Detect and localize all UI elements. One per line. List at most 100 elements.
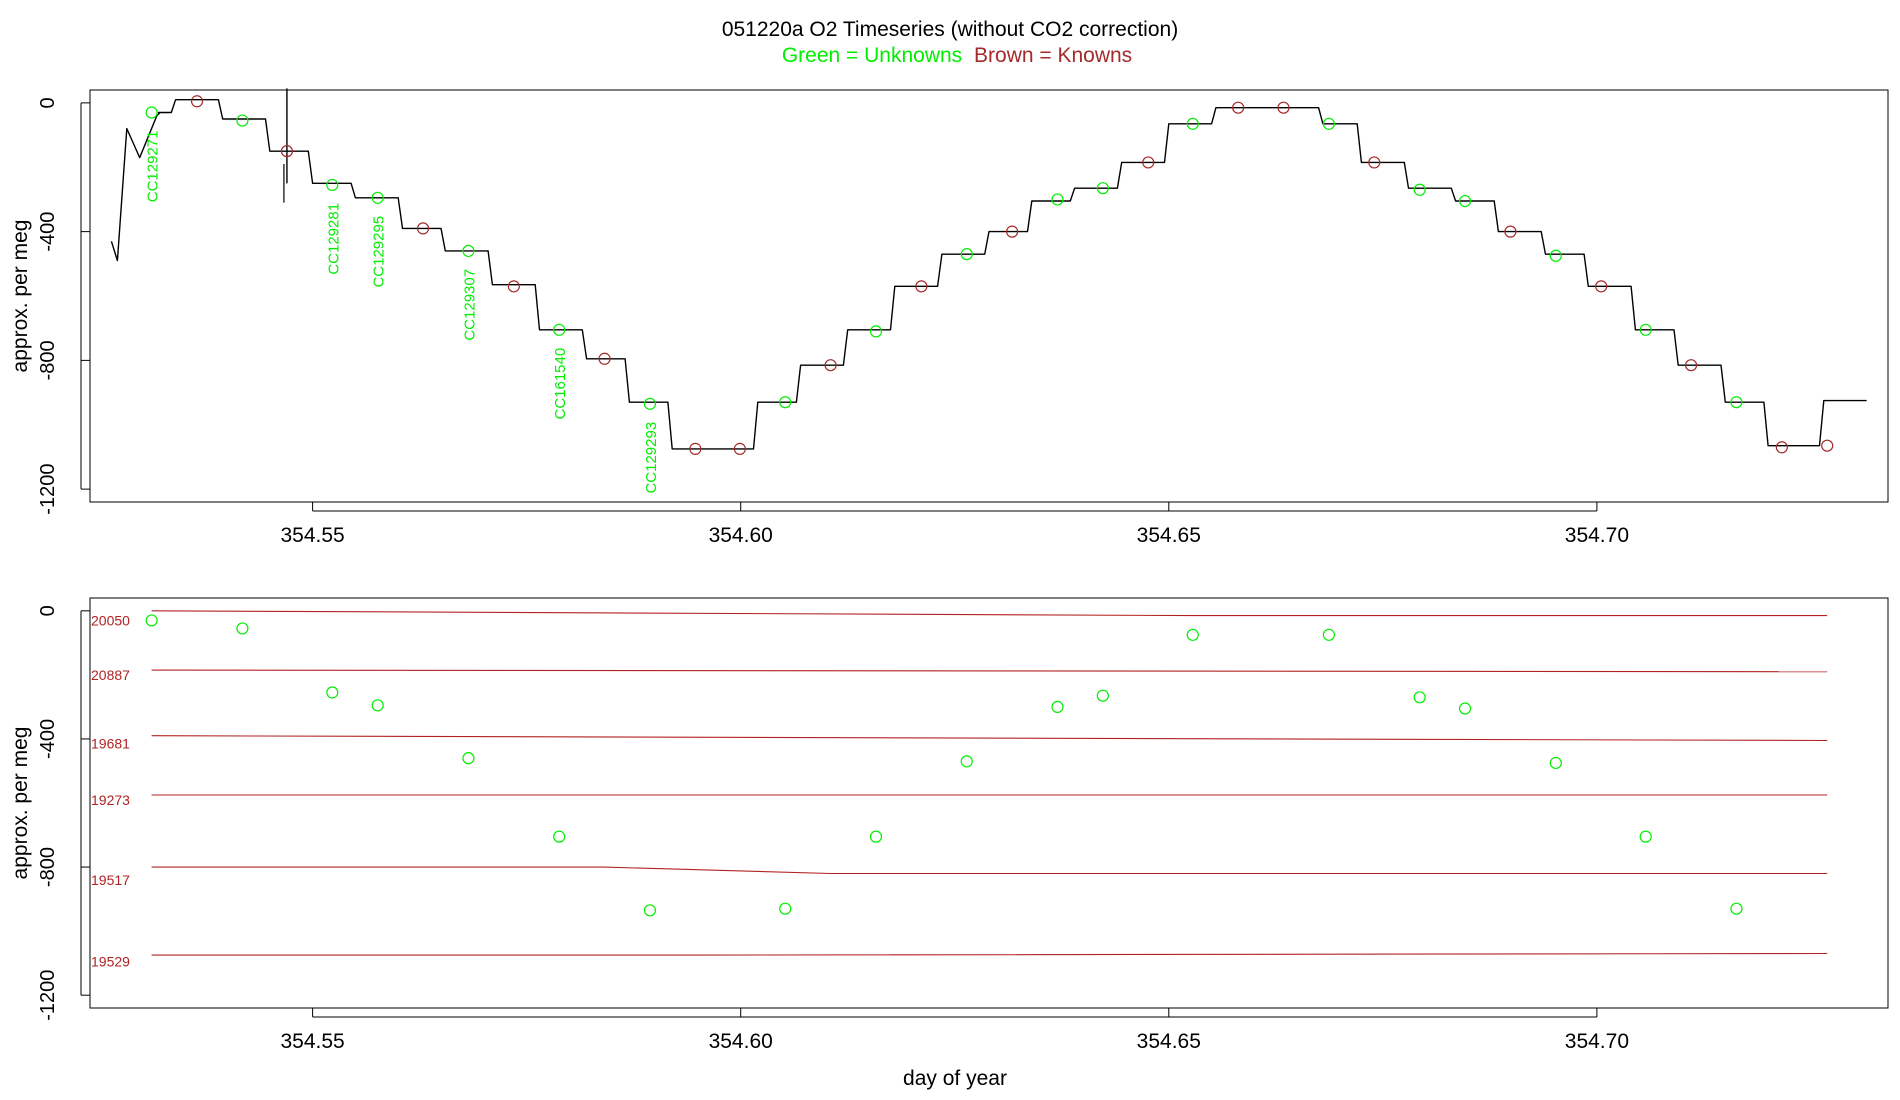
unknown-point: [1096, 689, 1109, 702]
sample-id-label: CC129271: [145, 131, 162, 203]
unknown-point: [869, 325, 883, 338]
known-point: [1232, 101, 1245, 114]
x-tick-label: 354.70: [1565, 524, 1629, 547]
unknown-point: [1186, 628, 1199, 641]
unknown-point: [1413, 183, 1426, 196]
unknown-point: [960, 248, 973, 261]
bottom-panel-residuals: 0 -400 -800 -1200 354.55 354.60 354.65 354.70 ap…: [9, 597, 1889, 1053]
legend-unknowns: Green = Unknowns: [782, 44, 962, 67]
reference-label: 19517: [91, 872, 130, 888]
y-axis-label: approx. per meg: [9, 220, 32, 373]
x-tick-label: 354.70: [1565, 1030, 1629, 1053]
plot-frame: [89, 89, 1889, 503]
y-tick-label: -800: [37, 340, 59, 380]
reference-line: [151, 866, 1828, 875]
known-point: [598, 352, 611, 365]
y-tick-label: -1200: [37, 464, 59, 515]
unknown-point: [1639, 323, 1652, 336]
reference-label: 19529: [91, 954, 130, 970]
unknown-point: [1639, 830, 1652, 843]
y-tick-label: 0: [37, 97, 59, 108]
unknown-point: [960, 755, 973, 768]
x-axis-label: day of year: [903, 1067, 1007, 1090]
x-tick-label: 354.55: [280, 1030, 344, 1053]
unknown-point: [371, 191, 384, 204]
legend-knowns: Brown = Knowns: [974, 44, 1132, 67]
known-point: [190, 95, 204, 108]
known-point: [915, 280, 928, 293]
unknown-point: [1549, 249, 1562, 262]
known-point: [416, 222, 430, 235]
known-point: [1595, 280, 1608, 293]
unknown-point: [553, 323, 566, 336]
reference-label: 19681: [91, 736, 130, 752]
y-tick-label: -1200: [37, 970, 59, 1021]
unknown-point: [1051, 193, 1064, 206]
unknown-point: [779, 902, 792, 915]
known-point: [1504, 225, 1517, 238]
unknown-point: [145, 614, 158, 627]
known-point: [733, 442, 746, 455]
unknown-point: [462, 752, 475, 765]
unknown-point: [1322, 117, 1336, 130]
figure-title: 051220a O2 Timeseries (without CO2 corre…: [722, 18, 1178, 41]
reference-line: [151, 735, 1828, 742]
unknown-point: [643, 397, 657, 410]
known-point: [1775, 441, 1788, 454]
unknown-point: [1096, 182, 1109, 195]
sample-id-label: CC129307: [461, 269, 478, 341]
unknown-point: [1186, 117, 1199, 130]
reference-label: 20050: [91, 612, 130, 628]
reference-line: [151, 669, 1828, 673]
y-tick-label: -800: [37, 847, 59, 887]
unknown-point: [145, 106, 158, 119]
unknown-point: [553, 830, 566, 843]
unknown-point: [1413, 691, 1426, 704]
known-point: [1142, 156, 1155, 169]
unknown-point: [1730, 396, 1743, 409]
unknown-point: [1458, 702, 1472, 715]
known-point: [689, 442, 702, 455]
y-axis-label: approx. per meg: [9, 727, 32, 880]
known-point: [507, 280, 520, 293]
unknown-point: [869, 830, 883, 843]
unknown-point: [779, 396, 792, 409]
unknown-point: [371, 699, 384, 712]
x-tick-label: 354.60: [709, 1030, 773, 1053]
unknown-point: [462, 244, 475, 258]
known-point: [1006, 225, 1019, 238]
sample-id-label: CC161540: [552, 348, 569, 420]
known-point: [824, 359, 837, 372]
plot-frame: [89, 597, 1889, 1009]
reference-line: [151, 610, 1828, 617]
unknown-point: [326, 178, 339, 192]
reference-line: [151, 952, 1828, 956]
x-tick-label: 354.65: [1137, 1030, 1201, 1053]
unknown-point: [1549, 756, 1562, 770]
unknown-point: [643, 904, 657, 917]
sample-id-label: CC129293: [643, 422, 660, 494]
known-point: [280, 145, 294, 158]
unknown-point: [1458, 194, 1472, 208]
unknown-point: [236, 622, 249, 635]
known-point: [1684, 359, 1698, 372]
top-panel-timeseries: 0 -400 -800 -1200 354.55 354.60 354.65 354.70 ap…: [9, 88, 1889, 547]
sample-id-label: CC129281: [325, 203, 342, 275]
y-tick-label: -400: [37, 719, 59, 759]
unknown-point: [1322, 628, 1336, 641]
unknown-point: [1051, 700, 1064, 714]
sample-id-label: CC129295: [371, 216, 388, 288]
reference-label: 20887: [91, 667, 130, 683]
y-tick-label: 0: [37, 605, 59, 616]
y-tick-label: -400: [37, 212, 59, 252]
known-point: [1368, 156, 1381, 169]
x-tick-label: 354.55: [280, 524, 344, 547]
unknown-point: [326, 686, 339, 699]
x-tick-label: 354.60: [709, 524, 773, 547]
known-point: [1821, 439, 1834, 452]
unknown-point: [236, 114, 249, 127]
x-tick-label: 354.65: [1137, 524, 1201, 547]
known-point: [1277, 101, 1290, 114]
figure-legend: Green = Unknowns Brown = Knowns: [782, 44, 1132, 67]
